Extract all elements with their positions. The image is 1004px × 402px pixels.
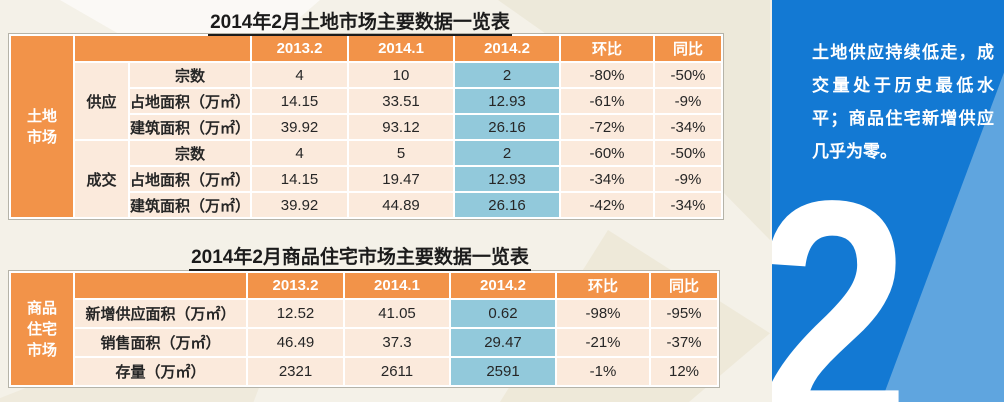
- column-header: 2014.1: [345, 273, 449, 298]
- table-cell: 44.89: [349, 193, 454, 217]
- group-label-cell: 商品住宅市场: [11, 273, 73, 385]
- table-cell: 4: [252, 141, 348, 165]
- table-cell: 10: [349, 63, 454, 87]
- table-cell-highlighted: 2: [455, 63, 560, 87]
- table-cell: 14.15: [252, 89, 348, 113]
- header-blank-cell: [75, 36, 251, 61]
- group-label: 土地市场: [26, 107, 57, 146]
- row-label-cell: 销售面积（万㎡）: [75, 329, 246, 356]
- column-header: 2014.2: [455, 36, 560, 61]
- group-label: 商品住宅市场: [26, 299, 57, 359]
- column-header: 同比: [655, 36, 722, 61]
- table-cell: 37.3: [345, 329, 449, 356]
- group-label-cell: 土地市场: [11, 36, 73, 217]
- table-cell-highlighted: 29.47: [451, 329, 555, 356]
- table-cell-highlighted: 2591: [451, 358, 555, 385]
- table-cell: -50%: [655, 63, 722, 87]
- table-cell-highlighted: 12.93: [455, 89, 560, 113]
- row-label-cell: 存量（万㎡）: [75, 358, 246, 385]
- table-cell: -34%: [655, 193, 722, 217]
- table-cell-highlighted: 0.62: [451, 300, 555, 327]
- table-cell: -50%: [655, 141, 722, 165]
- land-table-title: 2014年2月土地市场主要数据一览表: [8, 7, 712, 36]
- row-label-cell: 建筑面积（万㎡）: [130, 115, 251, 139]
- row-label-cell: 占地面积（万㎡）: [130, 89, 251, 113]
- table-cell: 5: [349, 141, 454, 165]
- column-header: 2013.2: [248, 273, 343, 298]
- table-cell: -34%: [655, 115, 722, 139]
- table-cell: -34%: [561, 167, 654, 191]
- table-cell: -21%: [557, 329, 649, 356]
- row-label-cell: 占地面积（万㎡）: [130, 167, 251, 191]
- table-cell-highlighted: 26.16: [455, 115, 560, 139]
- side-panel: 2 土地供应持续低走，成交量处于历史最低水平；商品住宅新增供应几乎为零。: [772, 0, 1004, 402]
- table-cell: 14.15: [252, 167, 348, 191]
- column-header: 环比: [561, 36, 654, 61]
- table-cell: -9%: [655, 89, 722, 113]
- summary-note: 土地供应持续低走，成交量处于历史最低水平；商品住宅新增供应几乎为零。: [812, 43, 994, 161]
- column-header: 2014.2: [451, 273, 555, 298]
- table-cell-highlighted: 12.93: [455, 167, 560, 191]
- column-header: 2013.2: [252, 36, 348, 61]
- section-label-cell: 供应: [75, 63, 128, 139]
- land-market-table: 土地市场 2013.2 2014.1 2014.2 环比 同比 供应 宗数 4 …: [8, 33, 725, 220]
- table-cell: 2321: [248, 358, 343, 385]
- table-cell: -80%: [561, 63, 654, 87]
- section-label-cell: 成交: [75, 141, 128, 217]
- table-cell: 39.92: [252, 115, 348, 139]
- table-cell: 46.49: [248, 329, 343, 356]
- row-label-cell: 建筑面积（万㎡）: [130, 193, 251, 217]
- row-label-cell: 新增供应面积（万㎡）: [75, 300, 246, 327]
- header-blank-cell: [75, 273, 246, 298]
- table-cell: 93.12: [349, 115, 454, 139]
- section-number: 2: [772, 152, 910, 402]
- table-cell: 41.05: [345, 300, 449, 327]
- table-cell: -37%: [651, 329, 717, 356]
- table-cell: 12.52: [248, 300, 343, 327]
- table-cell-highlighted: 2: [455, 141, 560, 165]
- column-header: 2014.1: [349, 36, 454, 61]
- table-cell: 39.92: [252, 193, 348, 217]
- column-header: 同比: [651, 273, 717, 298]
- table-cell: -98%: [557, 300, 649, 327]
- housing-market-table: 商品住宅市场 2013.2 2014.1 2014.2 环比 同比 新增供应面积…: [8, 270, 720, 388]
- table-cell: 4: [252, 63, 348, 87]
- table-cell: -60%: [561, 141, 654, 165]
- row-label-cell: 宗数: [130, 141, 251, 165]
- table-cell-highlighted: 26.16: [455, 193, 560, 217]
- table-cell: 33.51: [349, 89, 454, 113]
- table-cell: -72%: [561, 115, 654, 139]
- housing-table-title: 2014年2月商品住宅市场主要数据一览表: [8, 242, 712, 271]
- table-cell: -9%: [655, 167, 722, 191]
- table-cell: -1%: [557, 358, 649, 385]
- table-cell: 19.47: [349, 167, 454, 191]
- table-cell: 2611: [345, 358, 449, 385]
- table-cell: -61%: [561, 89, 654, 113]
- column-header: 环比: [557, 273, 649, 298]
- table-cell: -95%: [651, 300, 717, 327]
- row-label-cell: 宗数: [130, 63, 251, 87]
- table-cell: 12%: [651, 358, 717, 385]
- table-cell: -42%: [561, 193, 654, 217]
